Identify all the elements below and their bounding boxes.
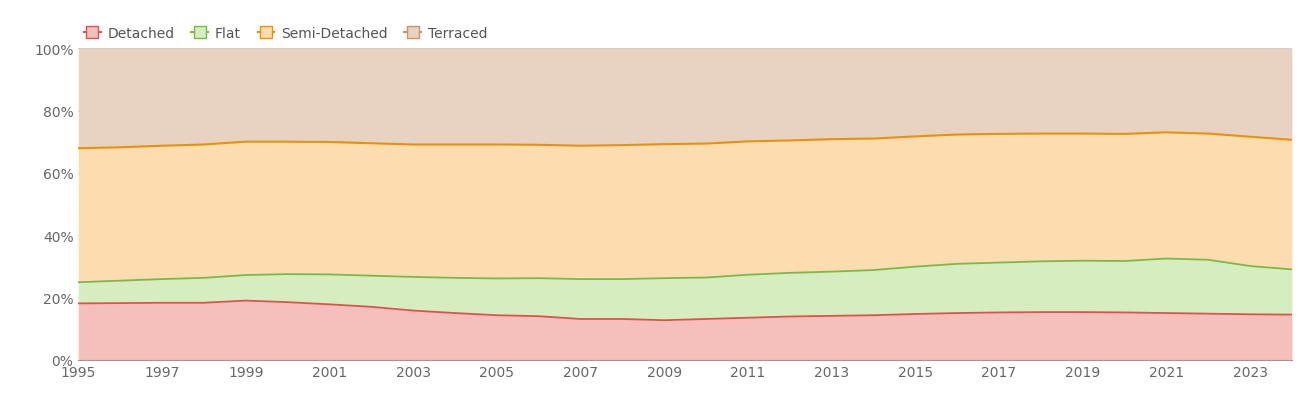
Legend: Detached, Flat, Semi-Detached, Terraced: Detached, Flat, Semi-Detached, Terraced — [78, 21, 493, 46]
